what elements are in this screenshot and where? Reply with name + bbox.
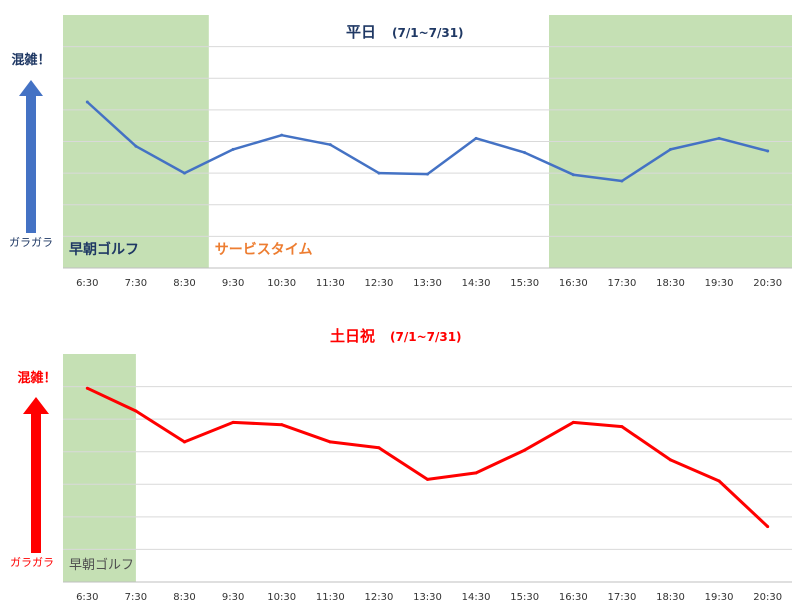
x-tick-label: 7:30: [125, 592, 147, 603]
data-point: [280, 423, 284, 427]
holiday-gridlines: [63, 386, 792, 550]
x-tick-label: 10:30: [267, 592, 296, 603]
holiday-up-arrow-icon: [23, 397, 49, 414]
holiday-empty-label: ガラガラ: [10, 556, 54, 569]
x-tick-label: 20:30: [753, 592, 782, 603]
x-tick-label: 8:30: [173, 278, 195, 289]
data-point: [474, 471, 478, 475]
weekday-crowded-label: 混雑！: [11, 52, 50, 68]
holiday-chart-subtitle: (7/1~7/31): [390, 330, 462, 344]
weekday-empty-label: ガラガラ: [9, 236, 53, 249]
weekday-tick-labels: 6:30 7:30 8:30 9:30 10:30 11:30 12:30 13:30 14:3…: [76, 278, 782, 289]
data-point: [571, 420, 575, 424]
band-label-0: 早朝ゴルフ: [69, 241, 139, 258]
x-tick-label: 18:30: [656, 278, 685, 289]
data-point: [766, 525, 770, 529]
data-point: [523, 448, 527, 452]
x-tick-label: 8:30: [173, 592, 195, 603]
holiday-series-line: [86, 386, 769, 528]
data-point: [669, 147, 672, 151]
x-tick-label: 6:30: [76, 592, 98, 603]
data-point: [571, 173, 575, 177]
data-point: [669, 458, 672, 462]
data-point: [134, 409, 138, 413]
data-point: [134, 144, 138, 148]
x-tick-label: 11:30: [316, 592, 345, 603]
data-point: [620, 425, 624, 429]
data-point: [766, 149, 770, 153]
x-tick-label: 13:30: [413, 592, 442, 603]
band-label-1: サービスタイム: [215, 242, 313, 258]
holiday-series-points: [85, 386, 770, 529]
weekday-band-labels: 早朝ゴルフ サービスタイム: [69, 241, 313, 258]
x-tick-label: 16:30: [559, 592, 588, 603]
data-point: [328, 440, 332, 444]
x-tick-label: 13:30: [413, 278, 442, 289]
data-point: [620, 179, 624, 183]
x-tick-label: 17:30: [607, 592, 636, 603]
data-point: [328, 143, 332, 147]
holiday-tick-labels: 6:30 7:30 8:30 9:30 10:30 11:30 12:30 13:30 14:3…: [76, 592, 782, 603]
x-tick-label: 14:30: [462, 592, 491, 603]
data-point: [85, 386, 89, 390]
x-tick-label: 6:30: [76, 278, 98, 289]
weekday-arrow-shaft: [26, 95, 36, 233]
weekday-chart-title: 平日: [346, 23, 376, 41]
x-tick-label: 20:30: [753, 278, 782, 289]
data-point: [183, 440, 186, 444]
data-point: [426, 477, 429, 481]
x-tick-label: 10:30: [267, 278, 296, 289]
x-tick-label: 19:30: [705, 278, 734, 289]
weekday-series-points: [85, 100, 770, 183]
data-point: [183, 171, 186, 175]
data-point: [280, 133, 284, 137]
band-label-0: 早朝ゴルフ: [69, 557, 134, 573]
x-tick-label: 15:30: [510, 592, 539, 603]
x-tick-label: 18:30: [656, 592, 685, 603]
x-tick-label: 12:30: [364, 278, 393, 289]
x-tick-label: 15:30: [510, 278, 539, 289]
x-tick-label: 9:30: [222, 278, 244, 289]
x-tick-label: 12:30: [364, 592, 393, 603]
data-point: [231, 147, 235, 151]
x-tick-label: 16:30: [559, 278, 588, 289]
x-tick-label: 14:30: [462, 278, 491, 289]
data-point: [377, 171, 381, 175]
holiday-chart: 6:30 7:30 8:30 9:30 10:30 11:30 12:30 13:30 14:3…: [10, 327, 792, 603]
x-tick-label: 9:30: [222, 592, 244, 603]
weekday-up-arrow-icon: [19, 80, 43, 96]
holiday-chart-title: 土日祝: [330, 327, 375, 345]
holiday-arrow-shaft: [31, 413, 41, 553]
data-point: [377, 446, 381, 450]
x-tick-label: 19:30: [705, 592, 734, 603]
holiday-bands: [63, 354, 136, 582]
holiday-band-labels: 早朝ゴルフ: [69, 557, 134, 573]
data-point: [231, 420, 235, 424]
x-tick-label: 17:30: [607, 278, 636, 289]
x-tick-label: 11:30: [316, 278, 345, 289]
holiday-crowded-label: 混雑！: [17, 370, 56, 386]
data-point: [717, 479, 721, 483]
data-point: [426, 172, 429, 176]
weekday-chart: 6:30 7:30 8:30 9:30 10:30 11:30 12:30 13:30 14:3…: [9, 15, 792, 289]
data-point: [523, 151, 527, 155]
data-point: [85, 100, 89, 104]
data-point: [717, 136, 721, 140]
band-0: [63, 354, 136, 582]
weekday-chart-subtitle: (7/1~7/31): [392, 26, 464, 40]
x-tick-label: 7:30: [125, 278, 147, 289]
data-point: [474, 136, 478, 140]
